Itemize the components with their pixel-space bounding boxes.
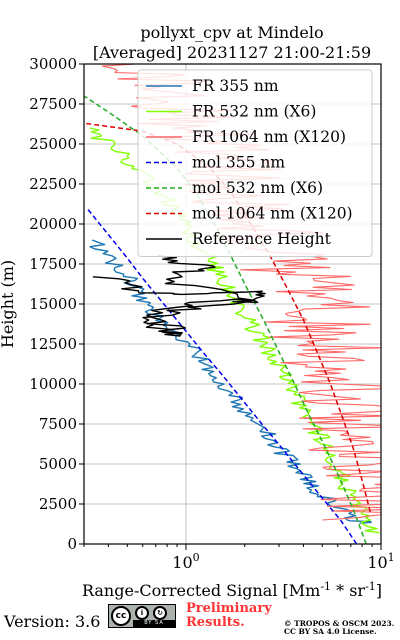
y-tick-label: 30000 [29, 55, 77, 73]
y-axis: 0 2500 5000 7500 10000 12500 15000 17500 20000 22… [29, 55, 84, 553]
legend-label: FR 355 nm [192, 77, 279, 95]
y-tick-label: 25000 [29, 135, 77, 153]
y-tick-label: 2500 [39, 495, 77, 513]
preliminary-notice: Preliminary Results. [186, 602, 272, 630]
preliminary-line1: Preliminary [186, 601, 272, 616]
y-tick-label: 20000 [29, 215, 77, 233]
y-tick-label: 7500 [39, 415, 77, 433]
legend-label: mol 355 nm [192, 154, 285, 172]
chart-title-line1: pollyxt_cpv at Mindelo [140, 23, 323, 42]
legend: FR 355 nm FR 532 nm (X6) FR 1064 nm (X120)… [137, 69, 373, 257]
y-axis-label: Height (m) [0, 260, 17, 348]
version-label: Version: 3.6 [4, 612, 101, 631]
legend-label: mol 532 nm (X6) [192, 179, 323, 197]
series-fr-355-nm [89, 239, 372, 524]
cc-license-text: BY SA [133, 620, 175, 627]
legend-label: FR 1064 nm (X120) [192, 128, 346, 146]
y-tick-label: 17500 [29, 255, 77, 273]
cc-license-badge: cc i ↻ BY SA [108, 604, 176, 628]
x-tick-label: 100 [172, 551, 199, 572]
cc-icon: cc [111, 606, 131, 626]
y-tick-label: 12500 [29, 335, 77, 353]
x-axis-label: Range-Corrected Signal [Mm-1 * sr-1] [82, 580, 382, 600]
copyright-line2: CC BY SA 4.0 License. [284, 627, 377, 636]
y-tick-label: 22500 [29, 175, 77, 193]
series-mol-532-nm-x6 [84, 95, 367, 544]
legend-label: mol 1064 nm (X120) [192, 205, 353, 223]
legend-box [137, 69, 373, 257]
y-tick-label: 10000 [29, 375, 77, 393]
legend-label: Reference Height [192, 230, 332, 248]
footer: Version: 3.6 cc i ↻ BY SA Preliminary Re… [0, 600, 400, 640]
x-axis: 100 101 [83, 544, 395, 572]
cc-sa-icon: ↻ [153, 606, 167, 620]
x-tick-label: 101 [367, 551, 394, 572]
y-tick-label: 0 [67, 535, 77, 553]
preliminary-line2: Results. [186, 615, 245, 630]
cc-by-icon: i [135, 606, 149, 620]
copyright-notice: © TROPOS & OSCM 2023. CC BY SA 4.0 Licen… [284, 620, 394, 636]
y-tick-label: 5000 [39, 455, 77, 473]
y-tick-label: 15000 [29, 295, 77, 313]
y-tick-label: 27500 [29, 95, 77, 113]
legend-label: FR 532 nm (X6) [192, 103, 316, 121]
chart-title-line2: [Averaged] 20231127 21:00-21:59 [93, 43, 371, 62]
series-reference-height [92, 255, 266, 337]
copyright-line1: © TROPOS & OSCM 2023. [284, 619, 395, 628]
